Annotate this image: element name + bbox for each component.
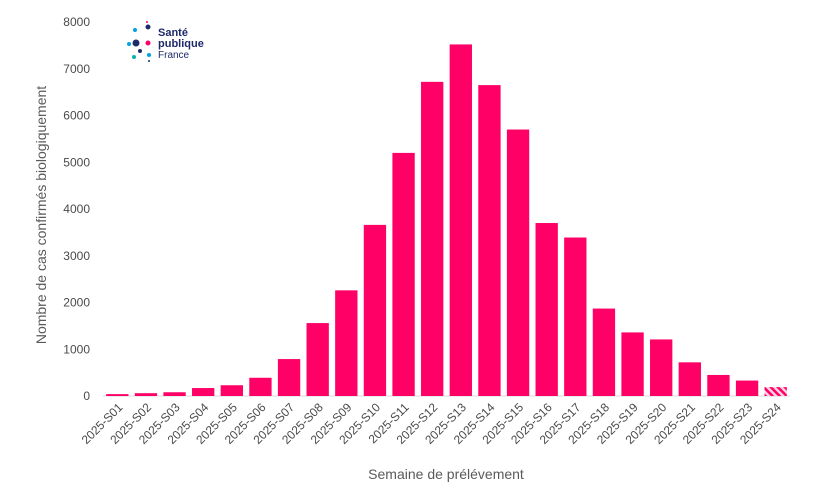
bar (192, 388, 215, 396)
bar (421, 81, 444, 396)
sante-publique-france-logo: Santé publique France (127, 21, 204, 62)
bar (592, 308, 616, 396)
bar (134, 393, 158, 396)
bar (363, 224, 387, 396)
logo-line1: Santé (158, 27, 188, 39)
y-tick-label: 0 (83, 389, 90, 403)
bar (392, 152, 415, 396)
y-axis-ticks: 0 1000 2000 3000 4000 5000 6000 7000 8000 (63, 15, 90, 403)
logo-line3: France (158, 50, 190, 61)
y-tick-label: 2000 (63, 296, 90, 310)
bars (106, 44, 787, 397)
bar (163, 392, 186, 396)
bar (335, 290, 358, 396)
bar (478, 85, 501, 397)
x-axis-ticks: 2025-S012025-S022025-S032025-S042025-S05… (79, 400, 784, 447)
bar (650, 339, 673, 396)
bar (678, 362, 701, 396)
bar (306, 323, 329, 396)
bar (535, 223, 558, 396)
bar (277, 359, 301, 396)
bar (707, 374, 730, 396)
bar (449, 44, 472, 396)
y-tick-label: 6000 (63, 109, 90, 123)
bar (564, 237, 587, 396)
logo-line2: publique (158, 38, 204, 50)
y-axis-title: Nombre de cas confirmés biologiquement (33, 86, 49, 344)
bar (735, 380, 759, 396)
y-tick-label: 3000 (63, 249, 90, 263)
y-tick-label: 8000 (63, 15, 90, 29)
bar (220, 385, 243, 396)
x-axis-title: Semaine de prélévement (368, 466, 524, 482)
y-tick-label: 5000 (63, 155, 90, 169)
y-tick-label: 7000 (63, 62, 90, 76)
bar-provisional (764, 387, 787, 396)
bar (106, 394, 129, 396)
y-tick-label: 4000 (63, 202, 90, 216)
bar (506, 129, 530, 396)
bar (621, 332, 644, 396)
bar (249, 377, 272, 396)
logo-dots-icon (127, 21, 151, 62)
y-tick-label: 1000 (63, 342, 90, 356)
